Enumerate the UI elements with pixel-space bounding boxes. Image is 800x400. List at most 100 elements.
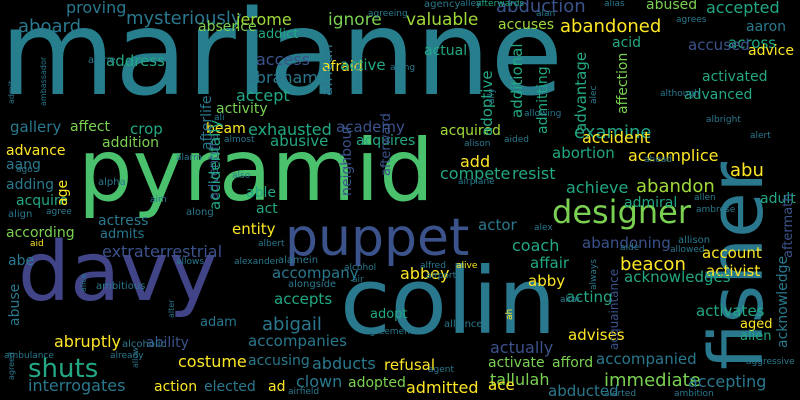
word-ago: ago bbox=[16, 165, 33, 175]
word-extraterrestrial: extraterrestrial bbox=[102, 242, 223, 261]
word-accuses: accuses bbox=[498, 17, 555, 33]
word-allow: allow bbox=[131, 347, 140, 368]
word-albert: albert bbox=[258, 239, 285, 249]
word-alias: alias bbox=[604, 0, 625, 9]
word-alert: alert bbox=[750, 131, 771, 141]
word-alley: alley bbox=[460, 0, 482, 9]
word-examine: examine bbox=[574, 122, 652, 143]
word-clown: clown bbox=[296, 372, 343, 391]
word-acknowledges: acknowledges bbox=[624, 268, 731, 286]
word-acquires: acquires bbox=[356, 133, 416, 149]
word-crop: crop bbox=[130, 120, 163, 138]
word-pyramid: pyramid bbox=[78, 121, 434, 221]
word-alamein: alamein bbox=[278, 255, 319, 266]
word-actress: actress bbox=[98, 213, 149, 229]
word-add: add bbox=[460, 152, 491, 171]
word-alan: alan bbox=[536, 9, 556, 19]
word-alec: alec bbox=[589, 85, 599, 104]
word-ad: ad bbox=[268, 379, 286, 395]
word-mysteriously: mysteriously bbox=[126, 8, 242, 29]
word-address: address bbox=[106, 52, 165, 70]
word-shuts: shuts bbox=[28, 354, 99, 384]
word-acid: acid bbox=[612, 35, 642, 51]
word-also: also bbox=[232, 171, 251, 181]
word-interrogates: interrogates bbox=[28, 376, 126, 395]
word-ahead: ahead bbox=[644, 155, 672, 165]
word-aaron: aaron bbox=[746, 19, 787, 35]
word-activist: activist bbox=[706, 262, 761, 280]
word-abducted: abducted bbox=[548, 382, 619, 400]
word-adding: adding bbox=[6, 177, 55, 193]
word-able: able bbox=[246, 185, 276, 201]
word-allowed: allowed bbox=[670, 245, 705, 255]
word-jerome: jerome bbox=[236, 10, 292, 29]
word-although: although bbox=[660, 89, 700, 99]
word-advice: advice bbox=[748, 43, 794, 59]
word-advance: advance bbox=[6, 143, 66, 159]
word-admitted: admitted bbox=[406, 378, 479, 397]
word-alcohol: alcohol bbox=[344, 263, 377, 273]
word-alcoholic: alcoholic bbox=[122, 339, 167, 350]
word-acting: acting bbox=[566, 288, 613, 306]
word-agreeing: agreeing bbox=[368, 9, 408, 19]
word-actor: actor bbox=[478, 216, 517, 234]
word-albright: albright bbox=[706, 115, 741, 125]
word-age: age bbox=[55, 179, 71, 206]
word-resist: resist bbox=[512, 164, 556, 183]
word-academy: academy bbox=[336, 118, 405, 136]
word-allen: allen bbox=[694, 193, 716, 203]
word-agency: agency bbox=[424, 0, 461, 10]
word-altar: altar bbox=[560, 295, 581, 305]
word-accepts: accepts bbox=[274, 290, 333, 308]
word-abduction: abduction bbox=[496, 0, 586, 17]
word-account: account bbox=[702, 244, 762, 262]
word-accompanies: accompanies bbox=[248, 332, 347, 350]
word-alien: alien bbox=[740, 329, 772, 344]
word-always: always bbox=[589, 259, 599, 290]
word-affect: affect bbox=[70, 119, 111, 135]
word-allows: allows bbox=[176, 257, 205, 267]
word-agent: agent bbox=[428, 365, 454, 375]
word-ally: ally bbox=[487, 88, 497, 104]
word-afterward: afterward bbox=[379, 113, 394, 176]
word-aided: aided bbox=[504, 135, 529, 145]
word-alison: alison bbox=[464, 139, 491, 149]
word-advanced: advanced bbox=[684, 87, 753, 103]
word-addict: addict bbox=[258, 27, 299, 42]
word-additional: additional bbox=[508, 43, 526, 119]
word-alpha: alpha bbox=[98, 177, 126, 188]
word-aged: aged bbox=[740, 317, 773, 332]
word-abigail: abigail bbox=[262, 314, 322, 335]
word-abby: abby bbox=[528, 272, 566, 290]
word-airfield: airfield bbox=[288, 387, 320, 397]
word-abortion: abortion bbox=[552, 144, 615, 162]
word-aang: aang bbox=[6, 157, 41, 173]
word-abandoning: abandoning bbox=[582, 234, 671, 252]
word-afterwards: afterwards bbox=[476, 0, 525, 9]
word-aid: aid bbox=[30, 239, 44, 249]
word-adopted: adopted bbox=[348, 375, 406, 391]
word-abandon: abandon bbox=[636, 176, 715, 197]
word-access: access bbox=[256, 50, 310, 69]
word-abusive: abusive bbox=[270, 132, 329, 150]
word-refusal: refusal bbox=[384, 356, 436, 374]
word-absence: absence bbox=[198, 19, 257, 35]
word-alfred: alfred bbox=[420, 261, 446, 271]
word-colin: colin bbox=[340, 248, 557, 355]
word-abducts: abducts bbox=[312, 354, 376, 373]
word-alarm: alarm bbox=[176, 153, 202, 163]
word-proving: proving bbox=[66, 0, 127, 17]
word-aggressive: aggressive bbox=[746, 357, 795, 367]
word-davy: davy bbox=[18, 225, 218, 320]
word-admiral: admiral bbox=[624, 195, 678, 211]
word-allowing: allowing bbox=[524, 109, 562, 119]
word-abused: abused bbox=[646, 0, 698, 13]
word-ali: ali bbox=[214, 113, 225, 123]
word-neighbour: neighbour bbox=[339, 124, 355, 196]
word-accidentally: accidentally bbox=[206, 119, 224, 210]
word-abe: abe bbox=[8, 253, 35, 269]
word-african: african bbox=[318, 44, 336, 96]
word-accompanied: accompanied bbox=[596, 350, 697, 368]
word-accident: accident bbox=[582, 128, 651, 147]
word-alongside: alongside bbox=[288, 279, 337, 290]
